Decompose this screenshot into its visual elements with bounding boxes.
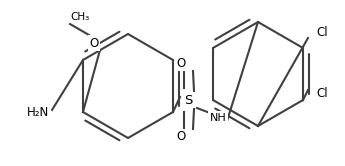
Text: Cl: Cl: [316, 26, 328, 39]
Text: O: O: [89, 37, 99, 49]
Text: O: O: [176, 130, 186, 143]
Text: O: O: [176, 56, 186, 70]
Text: CH₃: CH₃: [70, 12, 89, 22]
Text: S: S: [184, 93, 192, 107]
Text: H₂N: H₂N: [27, 106, 49, 119]
Text: NH: NH: [210, 113, 226, 123]
Text: Cl: Cl: [316, 86, 328, 99]
